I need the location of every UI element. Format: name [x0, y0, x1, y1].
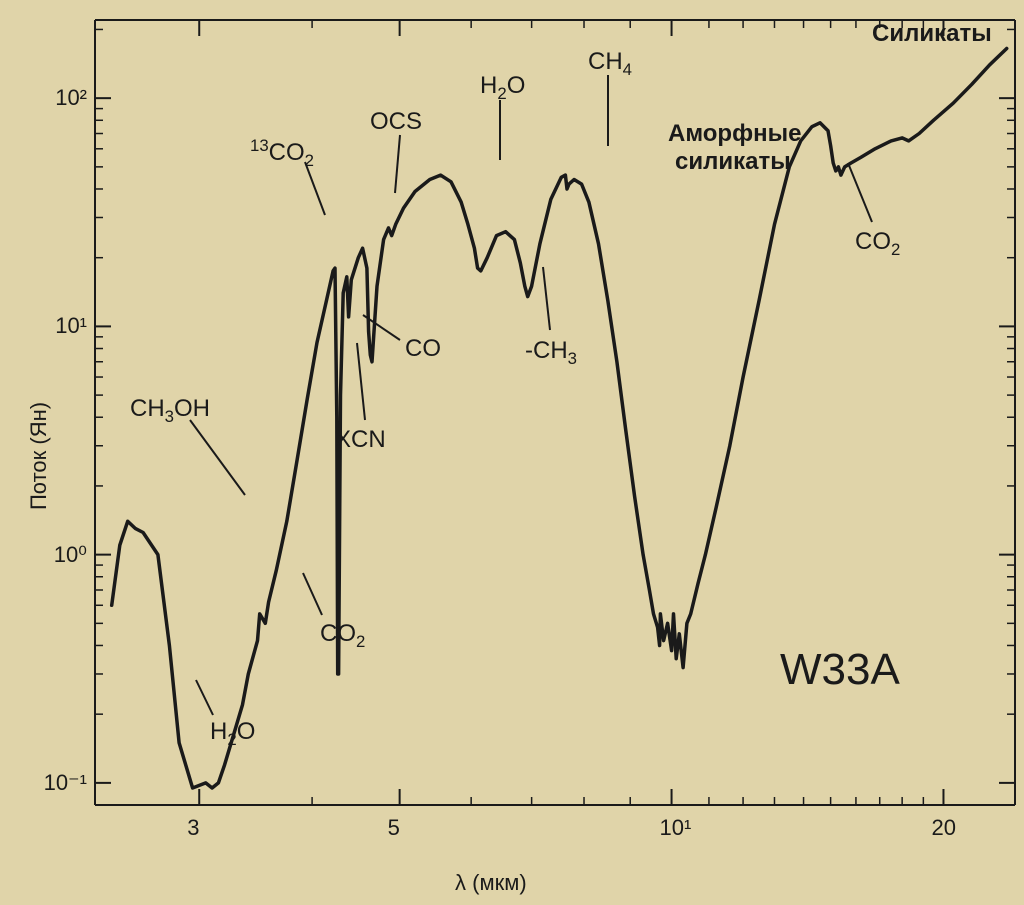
- y-tick-label: 10¹: [55, 313, 87, 339]
- x-tick-label: 3: [187, 815, 199, 841]
- annotation-amorph: Аморфные: [668, 120, 801, 148]
- y-tick-label: 10⁰: [54, 542, 87, 568]
- x-tick-label: 5: [388, 815, 400, 841]
- x-axis-label: λ (мкм): [455, 870, 527, 896]
- annotation-co2-1: CO2: [320, 620, 365, 652]
- source-label: W33A: [780, 645, 900, 695]
- y-axis-label: Поток (Ян): [26, 402, 52, 510]
- annotation-co: CO: [405, 335, 441, 363]
- spectrum-chart: Поток (Ян) λ (мкм) W33A 10⁻¹ 10⁰ 10¹ 10² 3 5 1…: [0, 0, 1024, 905]
- annotation-ocs: OCS: [370, 108, 422, 136]
- x-tick-label: 10¹: [660, 815, 692, 841]
- x-tick-label: 20: [931, 815, 955, 841]
- annotation-ch4: CH4: [588, 48, 632, 80]
- annotation-h2o-2: H2O: [480, 72, 525, 104]
- annotation-h2o-1: H2O: [210, 718, 255, 750]
- annotation-xcn: XCN: [335, 426, 386, 454]
- annotation-co2-2: CO2: [855, 228, 900, 260]
- annotation-ch3: -CH3: [525, 337, 577, 369]
- y-tick-label: 10²: [55, 85, 87, 111]
- annotation-amorph2: силикаты: [675, 148, 791, 176]
- annotation-13co2: 13CO2: [250, 136, 314, 171]
- y-tick-label: 10⁻¹: [44, 770, 87, 796]
- annotation-ch3oh: CH3OH: [130, 395, 210, 427]
- annotation-sili: Силикаты: [872, 20, 992, 48]
